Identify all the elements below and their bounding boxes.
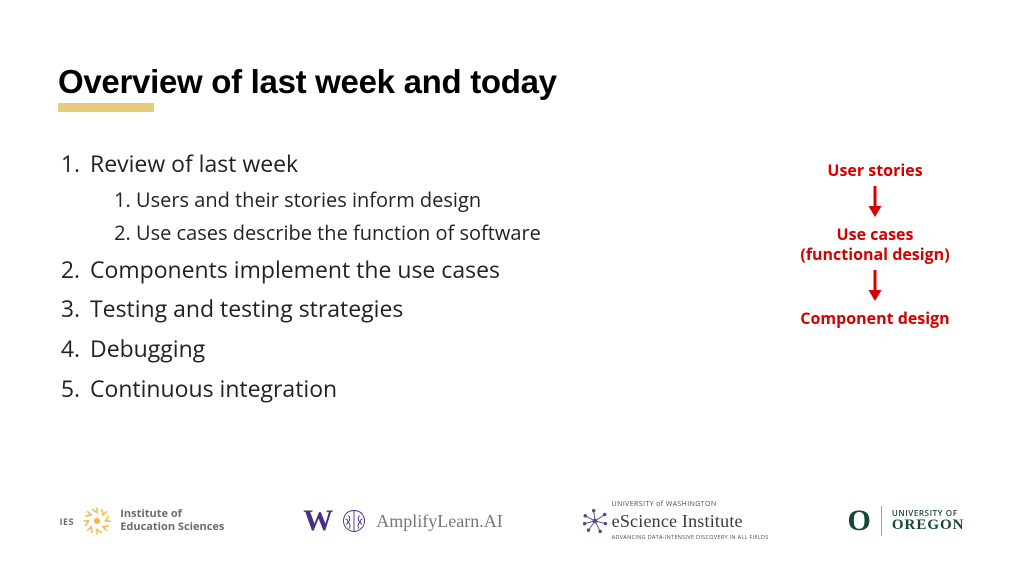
outline-item-1-text: Review of last week: [90, 147, 298, 179]
amplifylearn-logo: W AmplifyLearn.AI: [303, 504, 502, 538]
flow-label-use-cases: Use cases (functional design): [770, 224, 980, 264]
arrow-down-icon: [865, 184, 885, 218]
uw-w-icon: W: [303, 504, 332, 538]
flow-label-use-cases-line1: Use cases: [837, 223, 914, 245]
brain-icon: [340, 508, 368, 534]
flow-label-component-design: Component design: [770, 308, 980, 328]
escience-university: UNIVERSITY of WASHINGTON: [612, 501, 717, 508]
escience-name: eScience Institute: [612, 512, 743, 530]
flow-label-user-stories: User stories: [770, 160, 980, 180]
arrow-down-icon: [865, 268, 885, 302]
flow-label-use-cases-line2: (functional design): [800, 243, 949, 265]
slide: Overview of last week and today Review o…: [0, 0, 1024, 576]
amplifylearn-text: AmplifyLearn.AI: [376, 511, 502, 532]
escience-tagline: ADVANCING DATA-INTENSIVE DISCOVERY IN AL…: [612, 535, 769, 541]
outline-item-1: Review of last week Users and their stor…: [86, 146, 678, 248]
title-underline: [58, 103, 154, 112]
outline-item-3: Testing and testing strategies: [86, 291, 678, 327]
logo-bar: IES Institute of Education Sciences: [0, 492, 1024, 550]
title-region: Overview of last week and today: [58, 64, 557, 100]
oregon-logo: O UNIVERSITY OF OREGON: [847, 504, 964, 538]
slide-title: Overview of last week and today: [58, 64, 557, 100]
ies-abbrev: IES: [59, 515, 74, 528]
escience-mid: eScience Institute: [582, 508, 743, 534]
ies-name: Institute of Education Sciences: [120, 508, 224, 533]
outline-item-1-1: Users and their stories inform design: [136, 184, 678, 215]
outline-item-4: Debugging: [86, 331, 678, 367]
oregon-divider: [881, 506, 882, 536]
oregon-text: UNIVERSITY OF OREGON: [892, 510, 965, 533]
outline-item-1-2: Use cases describe the function of softw…: [136, 217, 678, 248]
oregon-o-icon: O: [847, 504, 870, 538]
ies-name-line2: Education Sciences: [120, 521, 224, 534]
flow-diagram: User stories Use cases (functional desig…: [770, 160, 980, 328]
ies-logo: IES Institute of Education Sciences: [59, 506, 224, 536]
outline-item-5: Continuous integration: [86, 371, 678, 407]
escience-logo: UNIVERSITY of WASHINGTON eScience Instit…: [582, 501, 769, 541]
oregon-name: OREGON: [892, 518, 965, 533]
outline-item-2: Components implement the use cases: [86, 252, 678, 288]
outline-list: Review of last week Users and their stor…: [58, 146, 678, 410]
network-star-icon: [582, 508, 608, 534]
sun-icon: [82, 506, 112, 536]
